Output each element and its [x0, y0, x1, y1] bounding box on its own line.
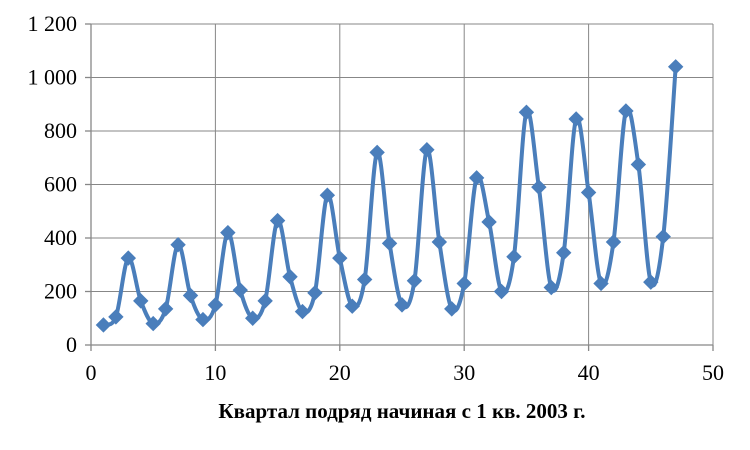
- data-point: [245, 310, 261, 326]
- data-point: [157, 301, 174, 317]
- data-point: [419, 142, 435, 158]
- data-point: [618, 103, 634, 119]
- data-point: [518, 104, 535, 120]
- data-point: [269, 212, 286, 229]
- data-point: [655, 228, 671, 245]
- data-point: [182, 287, 199, 304]
- data-point: [195, 311, 211, 328]
- data-point: [605, 234, 622, 250]
- y-tick-label: 1 000: [28, 65, 78, 90]
- data-point: [556, 245, 572, 261]
- data-point: [580, 184, 597, 201]
- data-point: [282, 269, 298, 285]
- y-tick-label: 400: [44, 225, 77, 250]
- y-tick-label: 0: [66, 332, 77, 357]
- x-tick-label: 30: [453, 360, 475, 385]
- data-point: [133, 293, 149, 309]
- data-point: [493, 283, 510, 300]
- y-tick-label: 600: [44, 172, 77, 197]
- data-point: [543, 279, 559, 296]
- grid-layer: [91, 23, 714, 345]
- series-layer: [95, 59, 684, 333]
- y-tick-label: 200: [44, 279, 77, 304]
- data-point: [406, 273, 423, 289]
- data-point: [332, 250, 348, 266]
- axis-layer: [85, 23, 714, 351]
- data-point: [319, 187, 336, 203]
- tick-labels: 0 200 400 600 800 1 000 1 200 0 10 20 30 40 50: [28, 11, 725, 385]
- data-point: [593, 275, 609, 292]
- data-point: [369, 144, 385, 161]
- data-point: [431, 234, 448, 250]
- x-tick-label: 10: [204, 360, 226, 385]
- data-point: [506, 249, 522, 265]
- data-point: [108, 309, 124, 325]
- y-tick-label: 1 200: [28, 11, 78, 36]
- data-point: [95, 317, 112, 333]
- data-point: [468, 170, 485, 186]
- data-point: [344, 298, 360, 314]
- data-point: [394, 297, 410, 313]
- x-tick-label: 40: [578, 360, 600, 385]
- x-axis-label: Квартал подряд начиная с 1 кв. 2003 г.: [218, 399, 585, 423]
- y-tick-label: 800: [44, 118, 77, 143]
- data-point: [667, 59, 684, 75]
- data-point: [120, 250, 137, 266]
- data-point: [630, 156, 647, 173]
- data-point: [307, 285, 323, 301]
- data-point: [643, 274, 659, 290]
- data-point: [356, 271, 373, 288]
- x-tick-label: 0: [86, 360, 97, 385]
- data-point: [220, 224, 236, 241]
- data-point: [257, 293, 273, 309]
- data-point: [568, 111, 584, 127]
- data-point: [170, 236, 186, 253]
- data-point: [481, 214, 497, 230]
- data-point: [444, 301, 460, 317]
- data-point: [531, 179, 547, 195]
- data-point: [456, 275, 472, 292]
- x-tick-label: 50: [702, 360, 724, 385]
- data-point: [294, 303, 311, 320]
- data-point: [381, 235, 398, 252]
- data-point: [207, 297, 224, 313]
- data-point: [145, 315, 161, 332]
- data-point: [232, 282, 248, 298]
- x-tick-label: 20: [329, 360, 351, 385]
